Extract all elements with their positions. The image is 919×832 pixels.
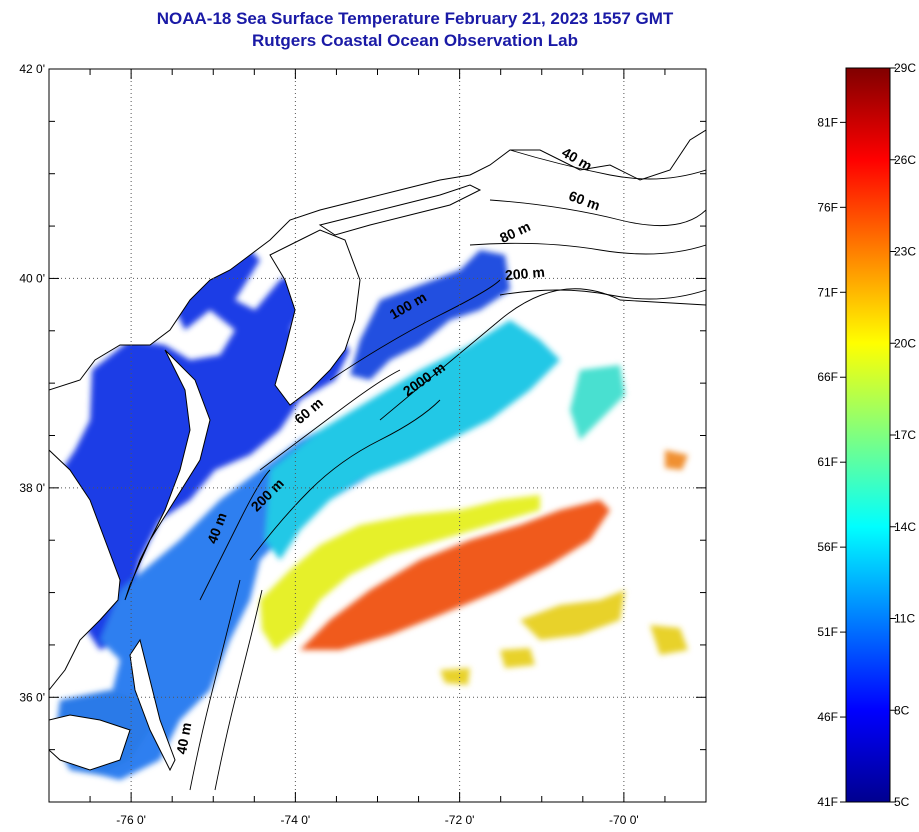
axis-ticks: -76 0' -74 0' -72 0' -70 0' 42 0' 40 0' 38 0' 3…	[19, 62, 707, 827]
lat-tick-label: 40 0'	[19, 271, 45, 285]
lat-tick-label: 36 0'	[19, 690, 45, 704]
celsius-label: 11C	[894, 612, 915, 626]
celsius-label: 14C	[894, 520, 916, 534]
sst-cyan-offshore	[570, 365, 625, 440]
celsius-label: 29C	[894, 61, 916, 75]
land-nc-outer-banks	[129, 638, 176, 772]
sst-cyan-shelfbreak	[265, 320, 560, 560]
fahrenheit-label: 76F	[817, 200, 838, 214]
fahrenheit-label: 56F	[817, 540, 838, 554]
contour-60m-north	[489, 199, 706, 227]
colorbar-celsius-labels: 29C 26C 23C 20C 17C 14C 11C 8C 5C	[890, 61, 916, 809]
celsius-label: 5C	[894, 795, 910, 809]
contour-200m-north	[499, 289, 706, 300]
celsius-label: 17C	[894, 428, 916, 442]
lon-tick-label: -74 0'	[281, 813, 311, 827]
colorbar: 81F 76F 71F 66F 61F 56F 51F 46F 41F 29C 26C 23C 20C…	[817, 61, 916, 809]
sst-gulfstream-core	[300, 500, 610, 650]
celsius-label: 8C	[894, 703, 910, 717]
colorbar-gradient	[845, 67, 891, 803]
sst-yellow-front	[260, 495, 540, 650]
fahrenheit-label: 51F	[817, 625, 838, 639]
fahrenheit-label: 61F	[817, 455, 838, 469]
lon-tick-label: -70 0'	[609, 813, 639, 827]
contour-100m	[329, 279, 501, 381]
contour-40m-south	[189, 579, 241, 791]
celsius-label: 26C	[894, 153, 916, 167]
land-nj	[269, 229, 361, 406]
lon-tick-label: -72 0'	[445, 813, 475, 827]
lat-tick-label: 42 0'	[19, 62, 45, 76]
celsius-label: 20C	[894, 336, 916, 350]
map-title: NOAA-18 Sea Surface Temperature February…	[156, 9, 674, 28]
contour-80m-north	[469, 242, 706, 255]
sst-cool-south	[60, 405, 430, 780]
land-virginia	[49, 449, 121, 691]
land-nc	[49, 714, 131, 771]
contour-60m-mid	[259, 369, 401, 471]
land-delmarva	[124, 349, 211, 601]
contour-200m-mid	[249, 399, 441, 561]
fahrenheit-label: 66F	[817, 370, 838, 384]
sst-yellow-patch-1	[520, 590, 625, 640]
sst-cold-nj-shelf	[350, 250, 510, 380]
sst-yellow-patch-4	[650, 625, 688, 655]
contour-200m-south	[214, 589, 263, 791]
land-long-island	[318, 184, 482, 236]
celsius-label: 23C	[894, 245, 916, 259]
sst-orange-patch	[665, 450, 688, 470]
title-block: NOAA-18 Sea Surface Temperature February…	[0, 8, 830, 52]
fahrenheit-label: 46F	[817, 710, 838, 724]
contour-label: 200 m	[504, 264, 545, 283]
map-subtitle: Rutgers Coastal Ocean Observation Lab	[252, 31, 578, 50]
sst-yellow-patch-3	[440, 668, 470, 685]
contour-40m-north	[509, 149, 706, 180]
fahrenheit-label: 41F	[817, 795, 838, 809]
contour-2000m	[379, 288, 706, 421]
lat-tick-label: 38 0'	[19, 481, 45, 495]
sst-yellow-patch-2	[500, 648, 535, 668]
graticule	[49, 69, 706, 802]
fahrenheit-label: 71F	[817, 285, 838, 299]
land-new-england	[49, 69, 706, 391]
colorbar-fahrenheit-labels: 81F 76F 71F 66F 61F 56F 51F 46F 41F	[817, 115, 846, 809]
lon-tick-label: -76 0'	[116, 813, 146, 827]
bathymetry-contours	[189, 149, 706, 791]
fahrenheit-label: 81F	[817, 115, 838, 129]
contour-40m-mid	[199, 469, 271, 601]
contour-label: 40 m	[173, 721, 194, 755]
land-masses	[49, 69, 706, 772]
